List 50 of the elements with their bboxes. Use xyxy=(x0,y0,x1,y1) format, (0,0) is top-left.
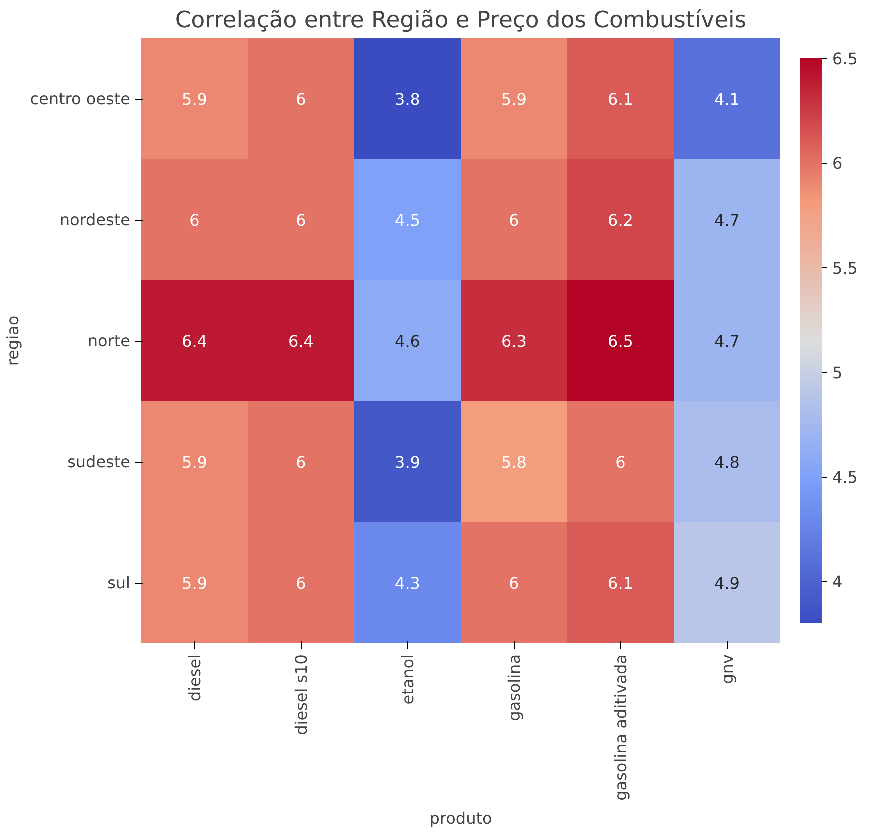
data-label: 6 xyxy=(296,453,306,472)
data-label: 4.1 xyxy=(714,90,740,109)
data-label: 5.9 xyxy=(182,453,208,472)
data-label: 6.1 xyxy=(608,574,634,593)
y-tick-label: sudeste xyxy=(68,452,131,472)
y-tick-label: norte xyxy=(88,332,130,350)
x-tick-label: etanol xyxy=(398,654,418,705)
data-label: 6.3 xyxy=(502,332,527,351)
x-tick-label: gasolina aditivada xyxy=(611,654,630,801)
data-label: 6 xyxy=(509,574,520,593)
data-label: 6.1 xyxy=(608,90,634,109)
color-bar-label: 4 xyxy=(832,572,843,592)
y-axis-title: regiao xyxy=(3,316,22,366)
chart-title: Correlação entre Região e Preço dos Combustíveis xyxy=(175,8,747,34)
data-label: 5.9 xyxy=(502,90,527,109)
data-label: 6 xyxy=(296,574,306,593)
data-label: 6 xyxy=(190,211,200,230)
data-label: 4.3 xyxy=(395,574,420,593)
color-bar-label: 4.5 xyxy=(832,468,858,488)
data-label: 5.8 xyxy=(502,453,527,472)
data-label: 6.2 xyxy=(608,211,634,230)
data-label: 4.8 xyxy=(714,453,740,472)
x-tick-label: gasolina xyxy=(504,654,524,722)
y-tick-label: nordeste xyxy=(60,210,131,230)
data-label: 4.9 xyxy=(714,574,740,593)
color-bar-label: 5.5 xyxy=(832,258,858,278)
y-tick-label: centro oeste xyxy=(30,90,131,108)
data-label: 5.9 xyxy=(182,574,208,593)
data-label: 4.7 xyxy=(714,211,740,230)
data-label: 6 xyxy=(509,211,520,230)
data-label: 4.5 xyxy=(395,211,420,230)
x-tick-label: diesel xyxy=(185,654,204,702)
x-axis-title: produto xyxy=(430,808,492,828)
data-label: 6 xyxy=(616,453,626,472)
data-label: 6 xyxy=(296,90,306,109)
data-label: 6.4 xyxy=(288,332,314,351)
data-label: 5.9 xyxy=(182,90,208,109)
data-label: 6 xyxy=(296,211,306,230)
data-label: 3.8 xyxy=(395,90,420,109)
y-tick-label: sul xyxy=(108,574,130,592)
x-tick-label: diesel s10 xyxy=(292,654,311,736)
data-label: 3.9 xyxy=(395,453,420,472)
data-label: 4.6 xyxy=(395,332,420,351)
color-bar-label: 6.5 xyxy=(832,50,858,68)
data-label: 6.5 xyxy=(608,332,634,351)
data-label: 6.4 xyxy=(182,332,208,351)
data-label: 4.7 xyxy=(714,332,740,351)
color-bar-label: 5 xyxy=(832,363,843,382)
x-tick-label: gnv xyxy=(718,654,737,684)
color-bar-label: 6 xyxy=(832,154,843,174)
